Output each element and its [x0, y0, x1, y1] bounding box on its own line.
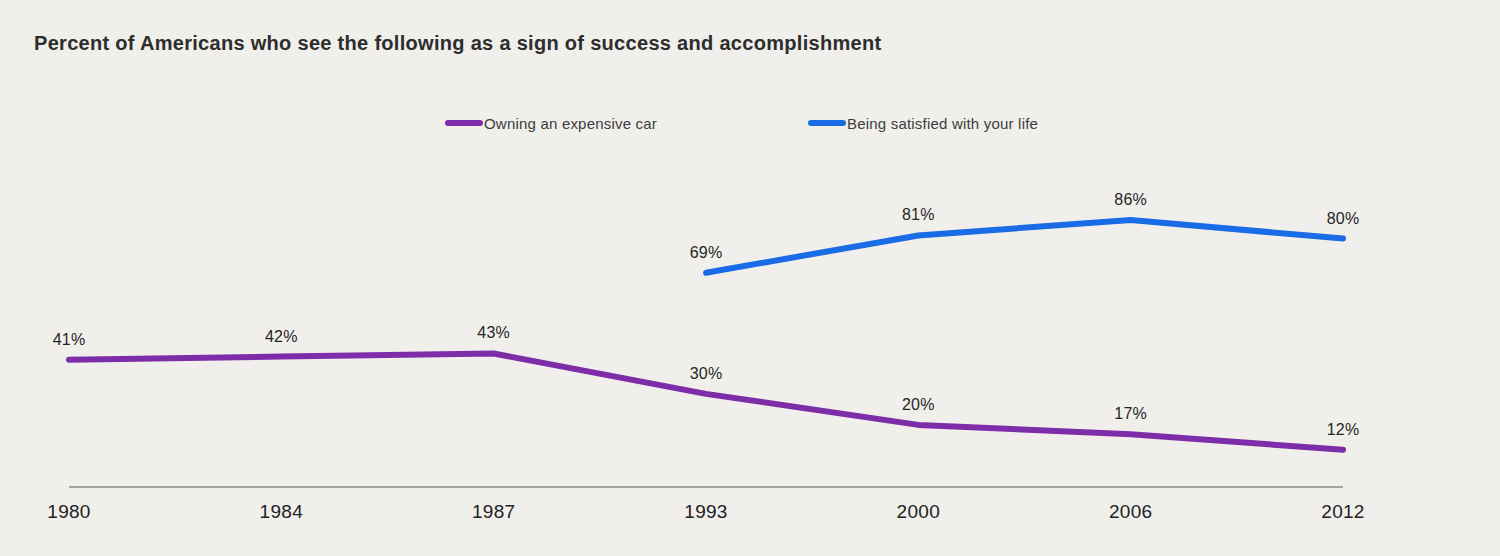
value-label-series0-1987: 43% — [477, 324, 510, 341]
page: { "title": "Percent of Americans who see… — [0, 0, 1500, 556]
x-tick-label-1987: 1987 — [472, 501, 515, 522]
x-tick-label-1984: 1984 — [260, 501, 304, 522]
series-line-1 — [706, 220, 1343, 273]
line-chart-plot: 1980 1984 1987 1993 2000 2006 2012 41% 42% 43% 30%… — [0, 0, 1500, 556]
x-tick-label-2000: 2000 — [897, 501, 940, 522]
x-tick-label-1993: 1993 — [684, 501, 727, 522]
value-label-series0-2012: 12% — [1327, 421, 1360, 438]
value-label-series0-1984: 42% — [265, 328, 298, 345]
value-label-series0-2006: 17% — [1114, 405, 1147, 422]
value-label-series1-2000: 81% — [902, 206, 935, 223]
value-label-series1-1993: 69% — [690, 244, 723, 261]
x-tick-label-1980: 1980 — [47, 501, 90, 522]
value-label-series1-2006: 86% — [1114, 191, 1147, 208]
value-label-series0-1993: 30% — [690, 365, 723, 382]
x-tick-label-2012: 2012 — [1321, 501, 1364, 522]
value-label-series0-1980: 41% — [53, 331, 86, 348]
value-label-series0-2000: 20% — [902, 396, 935, 413]
x-tick-label-2006: 2006 — [1109, 501, 1152, 522]
value-label-series1-2012: 80% — [1327, 210, 1360, 227]
